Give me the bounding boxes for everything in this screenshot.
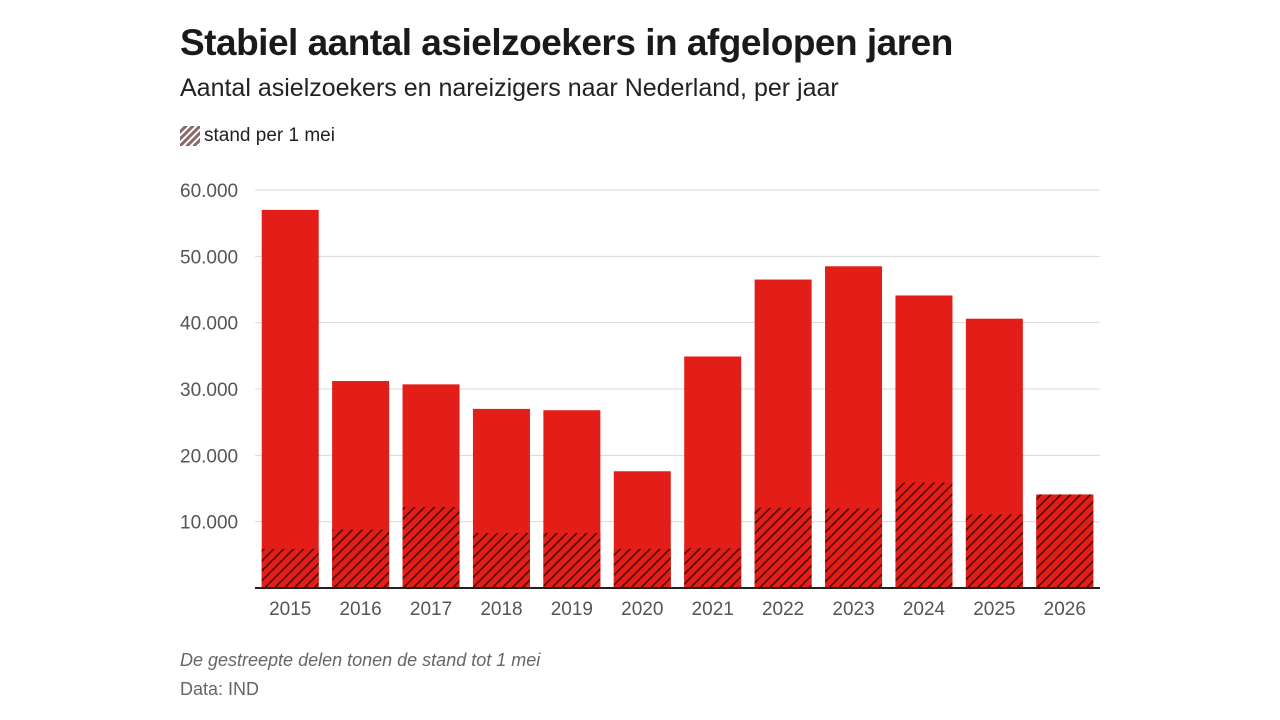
footnote: De gestreepte delen tonen de stand tot 1… [180,650,541,670]
bars [261,209,1094,588]
x-tick-label: 2016 [339,599,381,620]
x-tick-label: 2026 [1044,599,1086,620]
y-tick-label: 30.000 [180,380,238,401]
y-tick-label: 40.000 [180,314,238,335]
x-tick-label: 2023 [832,599,874,620]
y-axis-ticks: 10.000 20.000 30.000 40.000 50.000 60.000 [180,181,238,534]
x-tick-label: 2025 [973,599,1015,620]
x-tick-label: 2022 [762,599,804,620]
bar-may-2021 [684,548,742,588]
y-tick-label: 10.000 [180,513,238,534]
bar-may-2016 [332,529,390,588]
y-tick-label: 60.000 [180,181,238,202]
bar-may-2025 [965,514,1023,588]
chart-subtitle: Aantal asielzoekers en nareizigers naar … [180,74,839,102]
x-tick-label: 2021 [692,599,734,620]
source-credit: Data: IND [180,679,260,699]
x-tick-label: 2019 [551,599,593,620]
x-tick-label: 2018 [480,599,522,620]
gridlines [255,189,1100,523]
y-tick-label: 20.000 [180,446,238,467]
y-tick-label: 50.000 [180,247,238,268]
legend-label: stand per 1 mei [204,125,335,146]
diagonal-stripes-icon [180,126,200,146]
chart-title: Stabiel aantal asielzoekers in afgelopen… [180,22,953,63]
legend: stand per 1 mei [180,125,335,147]
x-tick-label: 2024 [903,599,946,620]
x-tick-label: 2015 [269,599,311,620]
bar-may-2019 [543,532,601,588]
bar-may-2026 [1036,494,1094,588]
bar-may-2017 [402,507,460,588]
x-tick-label: 2020 [621,599,663,620]
bar-may-2023 [825,508,883,588]
bar-may-2024 [895,482,953,588]
bar-may-2020 [613,548,671,588]
bar-may-2015 [261,548,319,588]
x-axis-ticks: 2015 2016 2017 2018 2019 2020 2021 2022 2023 2024… [269,599,1086,620]
bar-total-2015 [261,209,319,588]
x-tick-label: 2017 [410,599,452,620]
bar-may-2022 [754,507,812,588]
bar-may-2018 [472,532,530,588]
